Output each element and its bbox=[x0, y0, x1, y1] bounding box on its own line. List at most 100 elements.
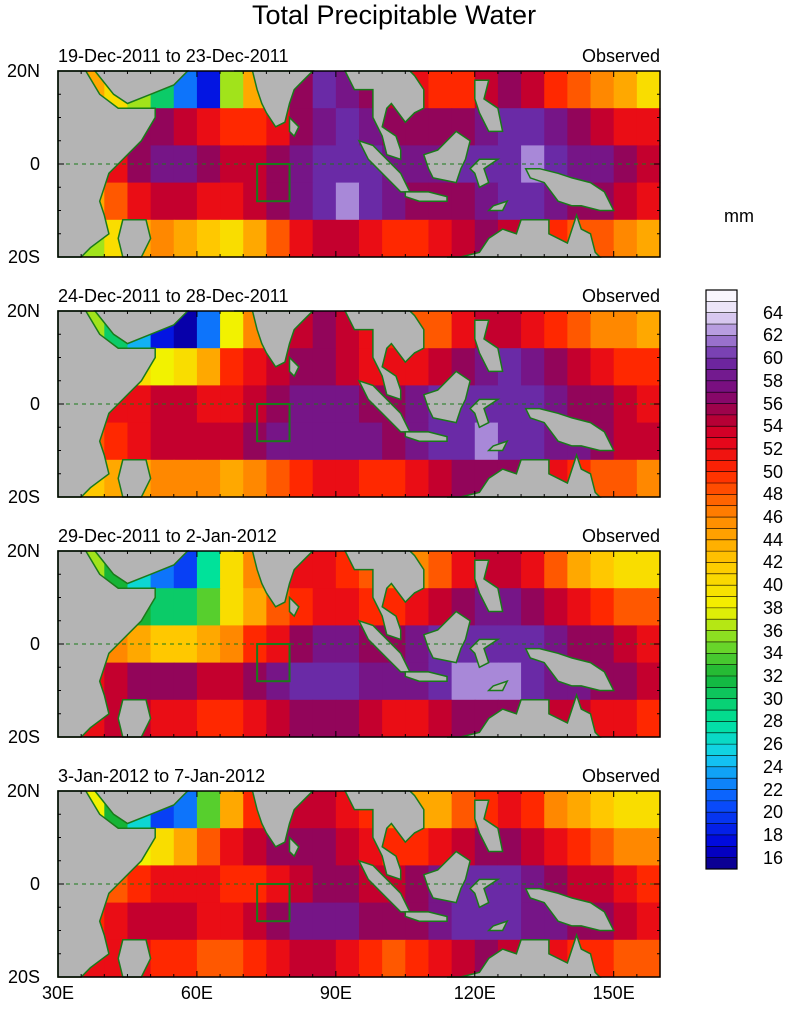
tpw-cell bbox=[312, 902, 337, 941]
tpw-cell bbox=[359, 699, 383, 738]
tpw-cell bbox=[173, 71, 198, 109]
tpw-cell bbox=[335, 902, 360, 941]
tpw-cell bbox=[173, 422, 198, 461]
colorbar-swatch bbox=[706, 324, 737, 336]
tpw-cell bbox=[544, 108, 568, 146]
land-sulawesi bbox=[469, 878, 501, 909]
tpw-cell bbox=[613, 219, 638, 258]
tpw-cell bbox=[497, 828, 522, 866]
land-timor bbox=[486, 919, 509, 932]
land-seasia bbox=[343, 790, 425, 881]
colorbar-swatch bbox=[706, 392, 737, 405]
tpw-cell bbox=[289, 219, 314, 258]
tpw-cell bbox=[590, 219, 615, 258]
colorbar-swatch bbox=[706, 630, 737, 643]
tpw-cell bbox=[196, 459, 221, 498]
tpw-cell bbox=[266, 219, 291, 258]
tpw-cell bbox=[405, 939, 430, 978]
tpw-cell bbox=[544, 551, 568, 589]
panel-period-label: 29-Dec-2011 to 2-Jan-2012 bbox=[58, 526, 277, 546]
tpw-cell bbox=[150, 699, 175, 738]
land-philippines bbox=[474, 799, 504, 853]
tpw-cell bbox=[636, 828, 661, 866]
colorbar-swatch bbox=[706, 698, 737, 711]
tpw-cell bbox=[521, 182, 545, 221]
land-india bbox=[234, 70, 315, 128]
map-panel-1 bbox=[57, 70, 661, 258]
land-timor bbox=[486, 199, 509, 212]
tpw-cell bbox=[150, 182, 175, 221]
tpw-cell bbox=[544, 828, 568, 866]
tpw-cell bbox=[428, 108, 453, 146]
land-timor bbox=[486, 439, 509, 452]
tpw-cell bbox=[196, 828, 221, 866]
land-sulawesi bbox=[469, 638, 501, 669]
y-tick-label: 0 bbox=[29, 154, 40, 174]
tpw-cell bbox=[636, 551, 661, 589]
tpw-cell bbox=[359, 459, 383, 498]
tpw-cell bbox=[243, 662, 267, 701]
tpw-cell bbox=[335, 108, 360, 146]
colorbar-swatch bbox=[706, 573, 737, 586]
study-region-box bbox=[256, 643, 291, 683]
tpw-cell bbox=[243, 108, 267, 146]
tpw-cell bbox=[451, 311, 476, 349]
colorbar-swatch bbox=[706, 403, 737, 416]
tpw-cell bbox=[243, 828, 267, 866]
colorbar-label: 50 bbox=[763, 461, 784, 482]
tpw-cell bbox=[312, 939, 337, 978]
colorbar-label: 62 bbox=[763, 325, 784, 346]
colorbar-swatch bbox=[706, 641, 737, 654]
tpw-cell bbox=[521, 348, 545, 386]
x-tick-label: 90E bbox=[319, 983, 352, 1003]
tpw-cell bbox=[243, 145, 267, 184]
land-india bbox=[234, 550, 315, 608]
colorbar-swatch bbox=[706, 528, 737, 541]
tpw-cell bbox=[289, 459, 314, 498]
tpw-cell bbox=[266, 699, 291, 738]
tpw-cell bbox=[173, 145, 198, 184]
map-panel-3 bbox=[57, 550, 661, 738]
tpw-cell bbox=[196, 699, 221, 738]
land-australia bbox=[447, 212, 602, 258]
tpw-cell bbox=[196, 662, 221, 701]
colorbar-label: 22 bbox=[763, 779, 784, 800]
tpw-cell bbox=[220, 791, 244, 829]
land-java bbox=[404, 431, 448, 442]
tpw-cell bbox=[220, 939, 244, 978]
land-arabia bbox=[93, 310, 190, 345]
tpw-cell bbox=[474, 902, 499, 941]
land-philippines bbox=[474, 79, 504, 133]
tpw-cell bbox=[173, 625, 198, 664]
land-sulawesi bbox=[469, 398, 501, 429]
tpw-cell bbox=[312, 459, 337, 498]
colorbar-swatch bbox=[706, 585, 737, 598]
land-srilanka bbox=[288, 595, 300, 618]
tpw-cell bbox=[636, 348, 661, 386]
tpw-cell bbox=[220, 145, 244, 184]
y-tick-label: 20N bbox=[6, 541, 40, 561]
tpw-cell bbox=[243, 588, 267, 626]
tpw-cell bbox=[451, 71, 476, 109]
tpw-cell bbox=[243, 459, 267, 498]
tpw-cell bbox=[196, 219, 221, 258]
land-india bbox=[234, 310, 315, 368]
tpw-cell bbox=[405, 348, 430, 386]
colorbar-swatch bbox=[706, 380, 737, 393]
tpw-cell bbox=[150, 588, 175, 626]
tpw-cell bbox=[521, 662, 545, 701]
tpw-cell bbox=[289, 108, 314, 146]
land-australia bbox=[447, 452, 602, 498]
land-borneo bbox=[422, 850, 471, 904]
tpw-cell bbox=[636, 791, 661, 829]
tpw-cell bbox=[567, 551, 592, 589]
tpw-cell bbox=[428, 219, 453, 258]
colorbar-swatch bbox=[706, 789, 737, 802]
land-australia bbox=[447, 692, 602, 738]
tpw-cell bbox=[497, 662, 522, 701]
tpw-cell bbox=[382, 939, 406, 978]
tpw-cell bbox=[289, 902, 314, 941]
land-arabia bbox=[93, 790, 190, 825]
tpw-cell bbox=[497, 422, 522, 461]
